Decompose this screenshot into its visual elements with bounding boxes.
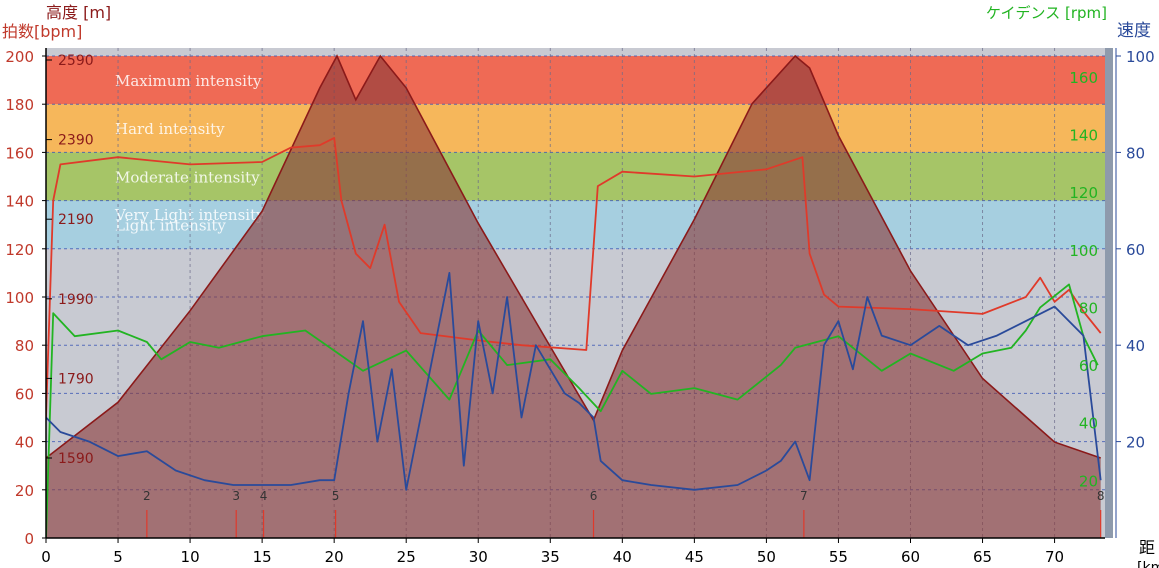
hr-tick-label: 60	[15, 385, 34, 403]
zone-label: Hard intensity	[115, 120, 225, 138]
zone-band	[46, 200, 1105, 249]
zone-label: Light intensity	[115, 217, 226, 235]
spd-tick-label: 40	[1126, 337, 1145, 355]
dist-tick-label: 60	[901, 548, 920, 566]
spd-tick-label: 60	[1126, 241, 1145, 259]
dist-axis-title: 距	[1139, 538, 1155, 557]
hr-tick-label: 120	[5, 241, 34, 259]
dist-tick-label: 40	[613, 548, 632, 566]
cad-tick-label: 60	[1079, 357, 1098, 375]
hr-tick-label: 40	[15, 434, 34, 452]
hr-tick-label: 0	[24, 530, 34, 548]
heart-rate-line	[46, 136, 1102, 418]
zone-label: Maximum intensity	[115, 72, 262, 90]
dist-tick-label: 45	[685, 548, 704, 566]
cad-tick-label: 120	[1069, 184, 1098, 202]
dist-tick-label: 10	[181, 548, 200, 566]
hr-tick-label: 140	[5, 193, 34, 211]
lap-marker-label: 3	[232, 489, 240, 503]
dist-axis-unit: [km]	[1137, 560, 1159, 568]
series-layer	[46, 54, 1102, 538]
right-axis-band	[1105, 48, 1113, 538]
cad-tick-label: 100	[1069, 242, 1098, 260]
altitude-area	[46, 56, 1101, 538]
hr-tick-label: 200	[5, 48, 34, 66]
zone-band	[46, 152, 1105, 201]
dist-tick-label: 20	[325, 548, 344, 566]
spd-axis-title: 速度	[1117, 21, 1151, 41]
zone-band	[46, 104, 1105, 153]
cad-tick-label: 80	[1079, 299, 1098, 317]
dist-tick-label: 0	[41, 548, 51, 566]
lap-marker-label: 7	[800, 489, 808, 503]
hr-tick-label: 180	[5, 96, 34, 114]
hr-tick-label: 100	[5, 289, 34, 307]
cad-tick-label: 140	[1069, 126, 1098, 144]
alt-tick-label: 1590	[58, 451, 94, 467]
alt-tick-label: 2390	[58, 133, 94, 149]
dist-tick-label: 35	[541, 548, 560, 566]
altitude-line	[46, 54, 1101, 459]
lap-marker-label: 2	[143, 489, 151, 503]
dist-tick-label: 55	[829, 548, 848, 566]
lap-marker-label: 6	[590, 489, 598, 503]
lap-marker-label: 4	[260, 489, 268, 503]
hr-axis-title: 拍数[bpm]	[2, 22, 82, 41]
cadence-line	[46, 283, 1099, 538]
dist-tick-label: 70	[1045, 548, 1064, 566]
alt-tick-label: 2190	[58, 212, 94, 228]
spd-tick-label: 20	[1126, 434, 1145, 452]
alt-tick-label: 2590	[58, 53, 94, 69]
lap-markers: 2 3 4 5 6 7 8	[143, 489, 1104, 538]
spd-tick-label: 80	[1126, 144, 1145, 162]
axis-titles: 高度 [m] 拍数[bpm] ケイデンス [rpm] 速度 距 [km]	[2, 3, 1159, 568]
alt-tick-label: 1990	[58, 292, 94, 308]
axes-layer: 0204060801001201401601802001590179019902…	[5, 48, 1155, 566]
cad-tick-label: 40	[1079, 415, 1098, 433]
hr-tick-label: 160	[5, 144, 34, 162]
dist-tick-label: 65	[973, 548, 992, 566]
spd-tick-label: 100	[1126, 48, 1155, 66]
dist-tick-label: 15	[253, 548, 272, 566]
alt-axis-title: 高度 [m]	[46, 3, 111, 22]
zone-label: Very Light intensity	[114, 206, 265, 224]
lap-marker-label: 8	[1097, 489, 1105, 503]
hr-tick-label: 80	[15, 337, 34, 355]
dist-tick-label: 5	[113, 548, 123, 566]
lap-marker-label: 5	[332, 489, 340, 503]
speed-line	[46, 271, 1102, 491]
dist-tick-label: 30	[469, 548, 488, 566]
dist-tick-label: 25	[397, 548, 416, 566]
cad-tick-label: 160	[1069, 69, 1098, 87]
cad-tick-label: 20	[1079, 472, 1098, 490]
zone-band	[46, 56, 1105, 105]
hr-tick-label: 20	[15, 482, 34, 500]
alt-tick-label: 1790	[58, 371, 94, 387]
zone-label: Moderate intensity	[115, 168, 260, 186]
dist-tick-label: 50	[757, 548, 776, 566]
cad-axis-title: ケイデンス [rpm]	[986, 4, 1107, 22]
